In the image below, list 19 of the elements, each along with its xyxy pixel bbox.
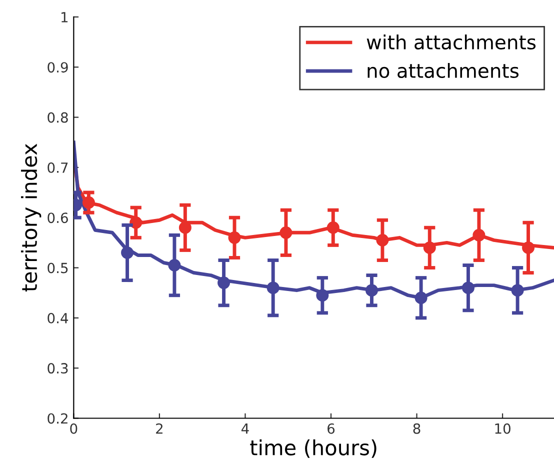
x-tick-label: 0 — [70, 423, 78, 434]
x-axis-title: time (hours) — [250, 439, 376, 458]
legend-label: with attachments — [366, 34, 536, 50]
y-tick-label: 0.3 — [48, 363, 68, 374]
legend-label: no attachments — [368, 62, 519, 78]
y-tick-label: 0.6 — [48, 212, 68, 224]
x-tick-label: 8 — [413, 423, 420, 434]
y-tick-label: 1 — [62, 12, 68, 22]
y-tick-label: 0.9 — [48, 62, 68, 73]
y-axis-title: territory index — [21, 144, 42, 292]
y-tick-label: 0.2 — [48, 413, 68, 424]
x-tick-label: 4 — [241, 424, 249, 434]
x-tick-label: 10 — [495, 423, 510, 434]
y-tick-label: 0.8 — [48, 112, 68, 123]
y-tick-label: 0.4 — [48, 312, 68, 324]
y-tick-label: 0.7 — [48, 162, 68, 173]
y-tick-label: 0.5 — [48, 262, 68, 274]
x-tick-label: 2 — [156, 423, 162, 434]
x-tick-label: 6 — [328, 423, 335, 434]
